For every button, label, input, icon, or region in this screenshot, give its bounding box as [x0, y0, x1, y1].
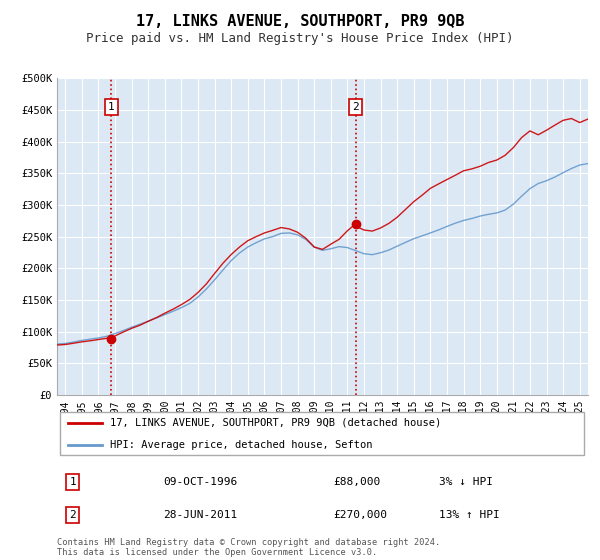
Text: Contains HM Land Registry data © Crown copyright and database right 2024.
This d: Contains HM Land Registry data © Crown c… — [57, 538, 440, 557]
Text: 17, LINKS AVENUE, SOUTHPORT, PR9 9QB: 17, LINKS AVENUE, SOUTHPORT, PR9 9QB — [136, 14, 464, 29]
Text: 28-JUN-2011: 28-JUN-2011 — [163, 510, 238, 520]
Text: Price paid vs. HM Land Registry's House Price Index (HPI): Price paid vs. HM Land Registry's House … — [86, 32, 514, 45]
Text: 1: 1 — [70, 477, 76, 487]
Text: 2: 2 — [70, 510, 76, 520]
Text: £88,000: £88,000 — [333, 477, 380, 487]
Text: 2: 2 — [352, 102, 359, 112]
Text: 3% ↓ HPI: 3% ↓ HPI — [439, 477, 493, 487]
Text: 17, LINKS AVENUE, SOUTHPORT, PR9 9QB (detached house): 17, LINKS AVENUE, SOUTHPORT, PR9 9QB (de… — [110, 418, 442, 428]
FancyBboxPatch shape — [59, 412, 584, 455]
Text: £270,000: £270,000 — [333, 510, 387, 520]
Text: 13% ↑ HPI: 13% ↑ HPI — [439, 510, 500, 520]
Text: 1: 1 — [108, 102, 115, 112]
Text: HPI: Average price, detached house, Sefton: HPI: Average price, detached house, Seft… — [110, 440, 373, 450]
Text: 09-OCT-1996: 09-OCT-1996 — [163, 477, 238, 487]
